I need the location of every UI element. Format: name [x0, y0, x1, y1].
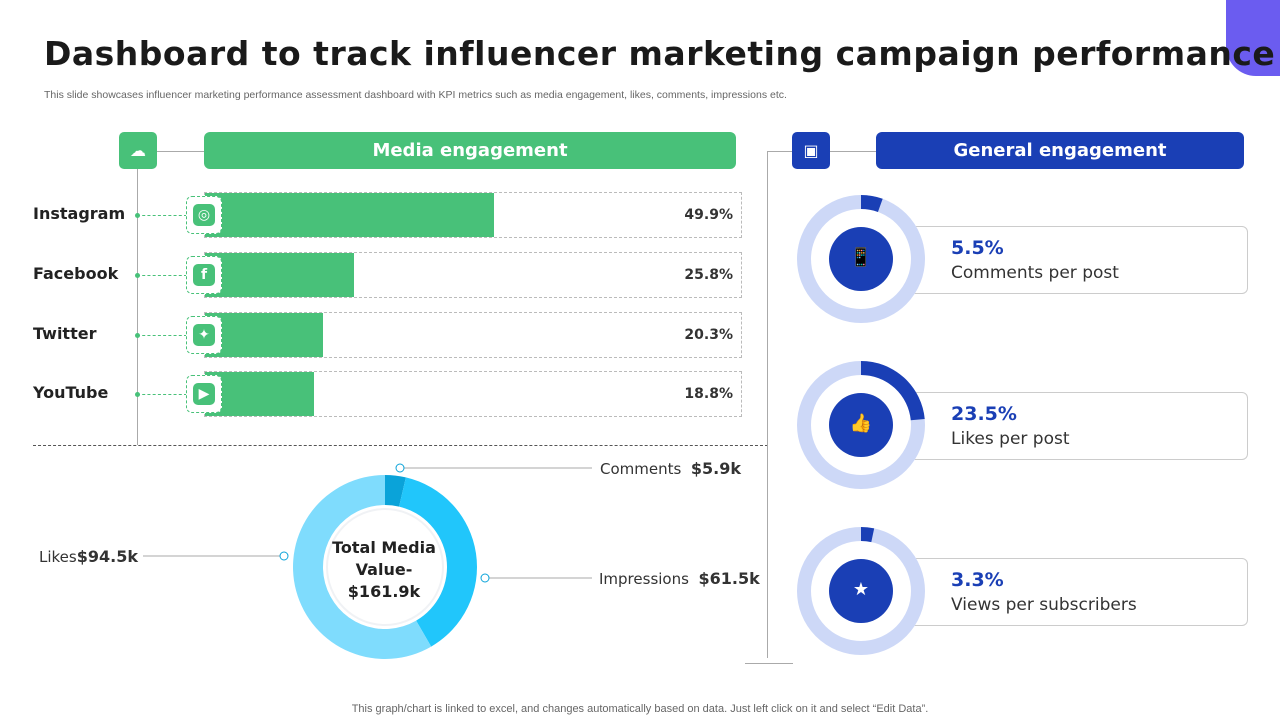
- leader-line: [137, 275, 187, 276]
- bar-value-label: 20.3%: [684, 327, 733, 343]
- mobile-chat-icon: 📱: [849, 247, 873, 268]
- ring-fill: [860, 527, 875, 543]
- slice-value: $5.9k: [690, 459, 741, 478]
- ring-center: [829, 559, 893, 623]
- audience-screen-icon: ★: [852, 579, 870, 600]
- platform-label: Twitter: [33, 324, 97, 343]
- instagram-icon: ◎: [186, 196, 222, 234]
- slice-likes: [293, 475, 432, 659]
- divider: [33, 445, 768, 446]
- kpi-value: 23.5%: [951, 403, 1017, 425]
- ring-fill: [860, 195, 883, 213]
- platform-label: Facebook: [33, 264, 119, 283]
- callout-dot: [395, 463, 405, 473]
- kpi-value: 3.3%: [951, 569, 1004, 591]
- base-line: [745, 663, 793, 664]
- media-engagement-header: Media engagement: [204, 132, 736, 169]
- bar-facebook: [205, 253, 355, 297]
- center-line-3: $161.9k: [347, 582, 421, 601]
- vertical-line: [767, 151, 768, 658]
- bar-twitter: [205, 313, 323, 357]
- impressions-label: Impressions $61.5k: [599, 569, 760, 588]
- mobile-like-icon: 👍: [849, 413, 873, 434]
- total-media-donut: [143, 463, 592, 659]
- donut-center-label: Total Media Value- $161.9k: [320, 537, 448, 603]
- ring-center: [829, 227, 893, 291]
- bar-value-label: 25.8%: [684, 267, 733, 283]
- leader-line: [137, 335, 187, 336]
- bar-track: 25.8%: [204, 252, 742, 298]
- youtube-icon: ▶: [186, 375, 222, 413]
- leader-dot: [135, 213, 140, 218]
- connector-line: [830, 151, 876, 152]
- slice-value: $61.5k: [698, 569, 760, 588]
- facebook-icon: f: [186, 256, 222, 294]
- kpi-value: 5.5%: [951, 237, 1004, 259]
- page-title: Dashboard to track influencer marketing …: [44, 34, 1276, 73]
- twitter-icon: ✦: [186, 316, 222, 354]
- leader-dot: [135, 273, 140, 278]
- corner-decoration: [1226, 0, 1280, 76]
- bar-value-label: 49.9%: [684, 207, 733, 223]
- bar-instagram: [205, 193, 494, 237]
- kpi-card: 23.5% Likes per post: [900, 392, 1248, 460]
- leader-dot: [135, 392, 140, 397]
- page-subtitle: This slide showcases influencer marketin…: [44, 89, 787, 101]
- bar-track: 49.9%: [204, 192, 742, 238]
- bar-track: 20.3%: [204, 312, 742, 358]
- callout-dot: [279, 551, 289, 561]
- callout-dot: [480, 573, 490, 583]
- kpi-ring: [797, 195, 925, 323]
- likes-label: Likes$94.5k: [39, 547, 138, 566]
- bar-track: 18.8%: [204, 371, 742, 417]
- vertical-line: [137, 169, 138, 445]
- center-line-2: Value-: [355, 560, 413, 579]
- connector-line: [157, 151, 204, 152]
- kpi-ring: [797, 527, 925, 655]
- inner-ring: [326, 508, 444, 626]
- network-cloud-icon: ☁: [119, 132, 157, 169]
- platform-label: Instagram: [33, 204, 126, 223]
- general-engagement-header: General engagement: [876, 132, 1244, 169]
- kpi-ring: [797, 361, 925, 489]
- connector-line: [767, 151, 792, 152]
- slice-comments: [385, 475, 406, 507]
- footer-note: This graph/chart is linked to excel, and…: [351, 703, 929, 715]
- bar-value-label: 18.8%: [684, 386, 733, 402]
- platform-label: YouTube: [33, 383, 109, 402]
- kpi-label: Views per subscribers: [951, 595, 1137, 615]
- slice-name: Comments: [600, 460, 682, 478]
- center-line-1: Total Media: [332, 538, 436, 557]
- leader-line: [137, 215, 187, 216]
- money-icon: ▣: [792, 132, 830, 169]
- leader-line: [137, 394, 187, 395]
- bar-youtube: [205, 372, 314, 416]
- kpi-label: Comments per post: [951, 263, 1119, 283]
- comments-label: Comments $5.9k: [600, 459, 741, 478]
- kpi-card: 5.5% Comments per post: [900, 226, 1248, 294]
- ring-center: [829, 393, 893, 457]
- leader-dot: [135, 333, 140, 338]
- kpi-card: 3.3% Views per subscribers: [900, 558, 1248, 626]
- slice-name: Impressions: [599, 570, 689, 588]
- slice-value: $94.5k: [76, 547, 138, 566]
- slice-name: Likes: [39, 548, 77, 566]
- kpi-label: Likes per post: [951, 429, 1070, 449]
- ring-fill: [860, 361, 925, 421]
- slice-impressions: [399, 477, 478, 647]
